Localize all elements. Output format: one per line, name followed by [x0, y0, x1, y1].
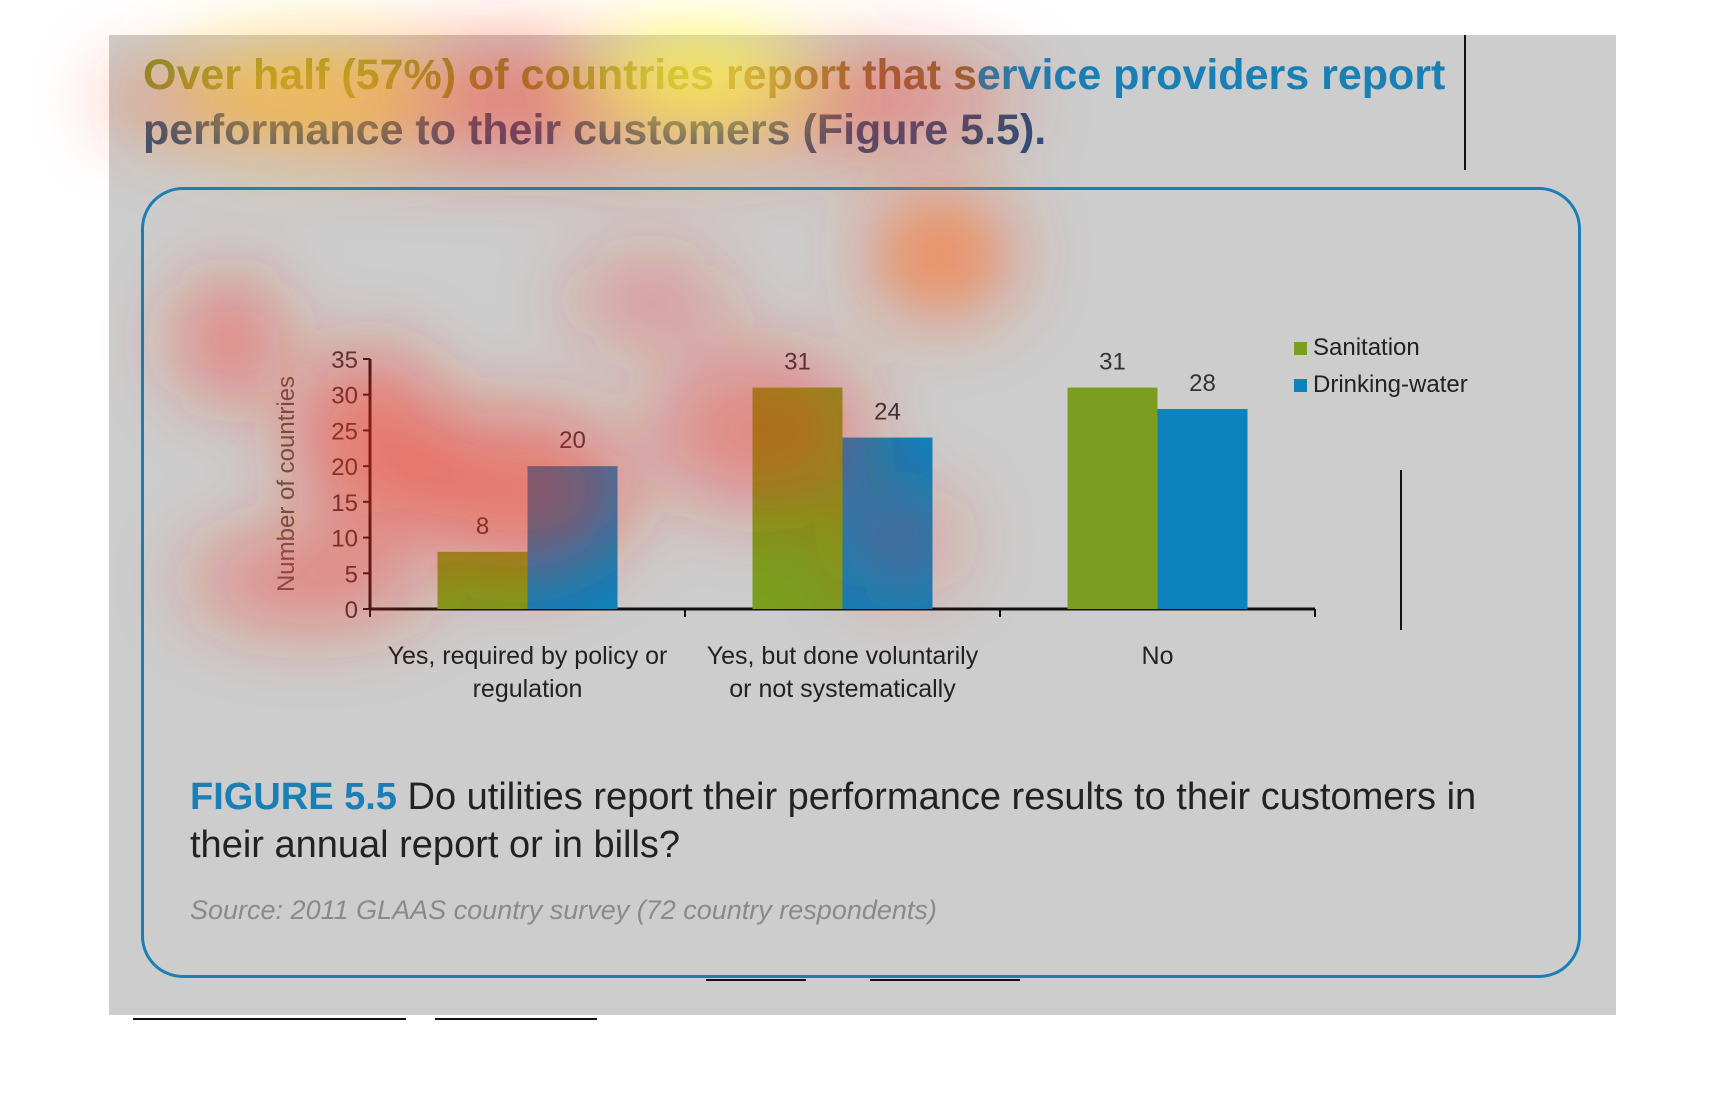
figure-caption: FIGURE 5.5 Do utilities report their per…	[190, 773, 1550, 869]
y-tick-label: 25	[331, 418, 358, 445]
data-label: 20	[559, 427, 586, 454]
data-label: 8	[476, 513, 489, 540]
y-axis-label: Number of countries	[273, 376, 300, 592]
data-label: 31	[1099, 349, 1126, 376]
legend-label: Drinking-water	[1313, 371, 1468, 398]
source-note: Source: 2011 GLAAS country survey (72 co…	[190, 895, 937, 925]
legend-label: Sanitation	[1313, 334, 1420, 361]
divider-line	[706, 979, 806, 981]
bar-sanitation	[1067, 387, 1158, 609]
legend-swatch-sanitation	[1294, 342, 1307, 355]
divider-line	[435, 1018, 597, 1020]
x-tick-label: Yes, but done voluntarily	[707, 642, 979, 670]
y-tick-label: 20	[331, 454, 358, 481]
data-label: 28	[1189, 370, 1216, 397]
divider-line	[870, 979, 1020, 981]
y-tick-label: 35	[331, 347, 358, 374]
y-tick-label: 30	[331, 383, 358, 410]
x-tick-label: or not systematically	[729, 675, 956, 703]
bar-drinking-water	[1157, 409, 1248, 609]
data-label: 31	[784, 349, 811, 376]
divider-line	[1464, 35, 1466, 170]
x-tick-label: Yes, required by policy or	[388, 642, 668, 670]
legend-swatch-drinking-water	[1294, 379, 1307, 392]
bar-drinking-water	[842, 437, 933, 609]
x-tick-label: No	[1142, 642, 1174, 670]
y-tick-label: 0	[345, 597, 358, 624]
y-tick-label: 10	[331, 526, 358, 553]
y-tick-label: 15	[331, 490, 358, 517]
bar-sanitation	[437, 551, 528, 609]
figure-label: FIGURE 5.5	[190, 776, 397, 818]
data-label: 24	[874, 399, 901, 426]
divider-line	[133, 1018, 406, 1020]
heading-highlight: ervice providers report	[976, 51, 1446, 99]
bar-sanitation	[752, 387, 843, 609]
x-tick-label: regulation	[473, 675, 583, 703]
divider-line	[1400, 470, 1402, 630]
y-tick-label: 5	[345, 561, 358, 588]
figure-box	[141, 187, 1581, 978]
caption-text: Do utilities report their performance re…	[190, 776, 1477, 866]
bar-drinking-water	[527, 466, 618, 609]
